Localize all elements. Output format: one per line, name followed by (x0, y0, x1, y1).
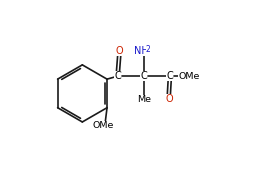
Text: Me: Me (137, 95, 151, 104)
Text: C: C (166, 71, 173, 81)
Text: OMe: OMe (179, 72, 200, 81)
Text: O: O (165, 94, 173, 104)
Text: C: C (140, 71, 147, 81)
Text: OMe: OMe (93, 121, 114, 130)
Text: 2: 2 (146, 45, 151, 54)
Text: NH: NH (134, 46, 149, 56)
Text: C: C (114, 71, 121, 81)
Text: O: O (115, 45, 123, 56)
